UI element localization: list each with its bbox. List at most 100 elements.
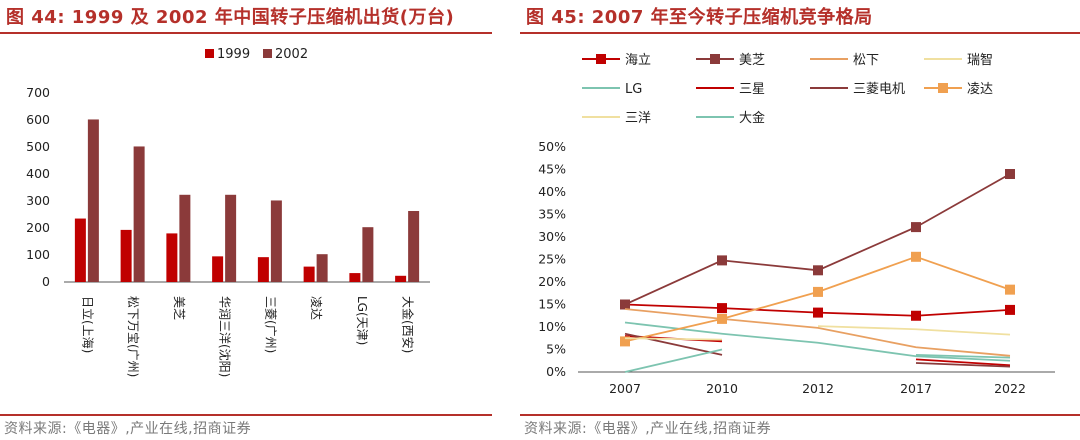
bar-1999 (257, 257, 269, 282)
bar-chart: 0 100 200 300 400 500 600 700 日立(上海) 松下万宝(广州) 美芝 华润… (26, 47, 430, 377)
marker-凌达 (911, 251, 921, 262)
series-line-瑞智 (817, 325, 1011, 336)
y-tick-label: 100 (26, 247, 50, 262)
legend-label-LG: LG (625, 82, 642, 97)
legend-label-瑞智: 瑞智 (967, 53, 993, 68)
x-tick-label: 2007 (609, 381, 641, 396)
line-chart-panel: 图 45: 2007 年至今转子压缩机竞争格局 0% 5% 10% 15% 20% 25%… (520, 0, 1080, 440)
y-tick-label: 600 (26, 112, 50, 127)
legend-label-大金: 大金 (739, 110, 765, 126)
category-label: 华润三洋(沈阳) (218, 296, 233, 377)
category-label: 凌达 (309, 296, 323, 320)
bar-2002 (225, 194, 237, 282)
category-label: 三菱(广州) (263, 296, 277, 353)
bar-chart-source: 资料来源:《电器》,产业在线,招商证券 (4, 421, 252, 437)
legend-label-海立: 海立 (625, 53, 651, 68)
x-tick-label: 2022 (994, 381, 1026, 396)
marker-美芝 (813, 265, 823, 276)
y-tick-label: 300 (26, 193, 50, 208)
series-line-美芝 (624, 173, 1011, 306)
bar-1999 (212, 256, 224, 282)
y-tick-label: 0 (42, 274, 50, 289)
marker-海立 (717, 303, 727, 314)
legend-label-三星: 三星 (739, 82, 765, 97)
marker-美芝 (1005, 169, 1015, 179)
y-tick-label: 5% (546, 342, 566, 357)
y-tick-label: 500 (26, 139, 50, 154)
y-tick-label: 0% (546, 364, 566, 379)
y-tick-label: 700 (26, 85, 50, 100)
category-label: 美芝 (172, 296, 187, 320)
marker-凌达 (620, 336, 630, 347)
bar-2002 (179, 194, 191, 282)
bar-2002 (408, 210, 420, 282)
y-tick-label: 25% (538, 252, 566, 267)
bar-2002 (133, 146, 145, 282)
y-tick-label: 35% (538, 207, 566, 222)
line-chart-source: 资料来源:《电器》,产业在线,招商证券 (524, 421, 772, 437)
y-tick-label: 20% (538, 274, 566, 289)
marker-海立 (1005, 304, 1015, 315)
bar-chart-panel: 图 44: 1999 及 2002 年中国转子压缩机出货(万台) 0 100 200… (0, 0, 492, 440)
y-tick-label: 40% (538, 184, 566, 199)
line-chart-title: 图 45: 2007 年至今转子压缩机竞争格局 (526, 7, 873, 28)
series-line-大金 (624, 348, 723, 373)
legend-swatch-2002 (263, 49, 272, 58)
title-divider (0, 32, 492, 34)
y-tick-label: 400 (26, 166, 50, 181)
y-tick-label: 15% (538, 297, 566, 312)
series-line-三菱电机 (624, 332, 723, 356)
bar-2002 (270, 200, 282, 282)
x-tick-label: 2012 (802, 381, 834, 396)
source-divider (0, 414, 492, 416)
y-tick-label: 200 (26, 220, 50, 235)
series-line-三星 (915, 358, 1011, 367)
category-label: 日立(上海) (80, 296, 95, 353)
series-line-LG (624, 321, 1011, 362)
category-label: LG(天津) (355, 296, 369, 345)
source-divider (520, 414, 1080, 416)
series-line-松下 (624, 308, 1011, 357)
marker-凌达 (717, 313, 727, 324)
legend-label-三菱电机: 三菱电机 (853, 82, 905, 97)
legend-label-松下: 松下 (853, 53, 879, 68)
y-tick-label: 30% (538, 229, 566, 244)
legend-label-美芝: 美芝 (739, 52, 765, 68)
bar-2002 (87, 119, 99, 283)
series-line-大金 (915, 354, 1011, 359)
marker-凌达 (813, 286, 823, 297)
category-label: 大金(西安) (401, 296, 416, 353)
bar-1999 (166, 233, 178, 282)
bar-1999 (120, 229, 132, 282)
y-tick-label: 50% (538, 139, 566, 154)
legend-swatch-1999 (205, 49, 214, 58)
marker-美芝 (620, 299, 630, 310)
legend-label-凌达: 凌达 (967, 82, 993, 97)
line-chart: 0% 5% 10% 15% 20% 25% 30% 35% 40% 45% 50% 2007 2010 2… (538, 52, 1055, 396)
bar-2002 (362, 227, 374, 282)
marker-海立 (813, 307, 823, 318)
legend-marker-海立 (596, 54, 606, 64)
legend-label-2002: 2002 (275, 47, 308, 62)
y-tick-label: 10% (538, 319, 566, 334)
bar-1999 (395, 275, 407, 282)
bar-1999 (303, 266, 315, 282)
marker-海立 (911, 310, 921, 321)
x-tick-label: 2010 (706, 381, 738, 396)
bar-chart-title: 图 44: 1999 及 2002 年中国转子压缩机出货(万台) (6, 7, 455, 28)
title-divider (520, 32, 1080, 34)
series-line-三洋 (624, 337, 723, 341)
x-tick-label: 2017 (900, 381, 932, 396)
legend-label-1999: 1999 (217, 47, 250, 62)
category-label: 松下万宝(广州) (126, 296, 140, 377)
y-tick-label: 45% (538, 162, 566, 177)
series-line-三菱电机 (915, 362, 1011, 368)
legend-marker-凌达 (938, 83, 948, 93)
marker-美芝 (717, 255, 727, 266)
marker-凌达 (1005, 284, 1015, 295)
legend-marker-美芝 (710, 54, 720, 64)
bar-2002 (316, 254, 328, 282)
marker-美芝 (911, 222, 921, 233)
legend-label-三洋: 三洋 (625, 111, 651, 126)
bar-1999 (349, 273, 361, 282)
